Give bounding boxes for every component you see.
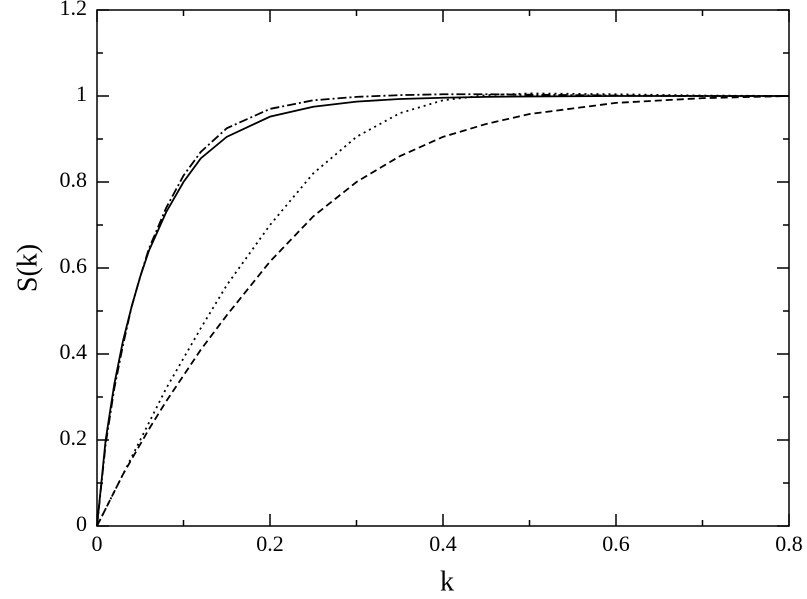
x-tick-label: 0.6 [602,531,630,556]
x-axis-label: k [440,566,454,597]
y-tick-label: 0 [76,511,87,536]
x-tick-label: 0.4 [429,531,457,556]
plot-frame [96,9,790,527]
y-tick-label: 0.4 [60,339,88,364]
line-series [96,95,790,527]
y-tick-label: 0.6 [60,253,88,278]
y-tick-label: 1 [76,81,87,106]
x-tick-label: 0.2 [256,531,284,556]
x-tick-label: 0.8 [775,531,803,556]
y-tick-label: 0.2 [60,425,88,450]
x-tick-label: 0 [92,531,103,556]
line-series [96,95,789,527]
line-series [96,93,789,527]
y-axis-label: S(k) [12,244,43,292]
y-tick-label: 0.8 [60,167,88,192]
y-tick-label: 1.2 [60,0,88,20]
